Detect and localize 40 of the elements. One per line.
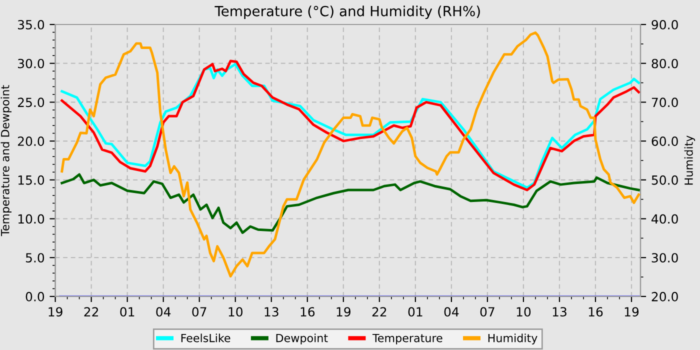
x-tick-label: 10 [228,307,242,317]
x-tick-label: 10 [516,307,531,317]
y2-tick-label: 40.0 [652,214,678,224]
y2-tick-label: 70.0 [652,98,678,108]
x-tick-label: 07 [480,307,494,317]
y-tick-label: 35.0 [18,20,44,30]
x-tick-label: 16 [588,307,603,317]
legend-label: Humidity [488,334,538,344]
y2-tick-label: 90.0 [652,20,678,30]
y-tick-label: 10.0 [18,214,44,224]
x-tick-label: 16 [300,307,315,317]
chart-title: Temperature (°C) and Humidity (RH%) [214,6,480,20]
y-tick-label: 30.0 [18,58,44,68]
x-tick-label: 13 [264,307,278,317]
y2-tick-label: 60.0 [652,136,678,146]
y2-tick-label: 20.0 [652,292,678,302]
x-tick-label: 01 [408,307,422,317]
x-tick-label: 01 [120,307,134,317]
y-axis-title: Temperature and Dewpoint [0,85,12,236]
x-tick-label: 22 [372,307,386,316]
legend-label: Temperature [372,334,442,344]
x-tick-label: 13 [552,307,566,317]
y2-tick-label: 80.0 [652,58,678,68]
legend-label: FeelsLike [181,334,230,342]
legend-label: Dewpoint [276,334,328,344]
x-tick-label: 19 [48,307,62,317]
y2-axis-title: Humidity [684,136,696,185]
y-tick-label: 20.0 [18,136,44,146]
y-tick-label: 5.0 [26,253,44,263]
x-tick-label: 19 [336,307,350,317]
y-tick-label: 25.0 [18,98,44,108]
x-tick-label: 22 [84,307,98,316]
x-tick-label: 07 [192,307,206,317]
x-tick-label: 04 [156,307,171,317]
y-tick-label: 15.0 [18,175,44,185]
y2-tick-label: 50.0 [652,175,678,185]
y2-tick-label: 30.0 [652,253,678,263]
y-tick-label: 0.0 [26,292,44,302]
x-tick-label: 19 [624,307,639,317]
x-tick-label: 04 [444,307,459,317]
